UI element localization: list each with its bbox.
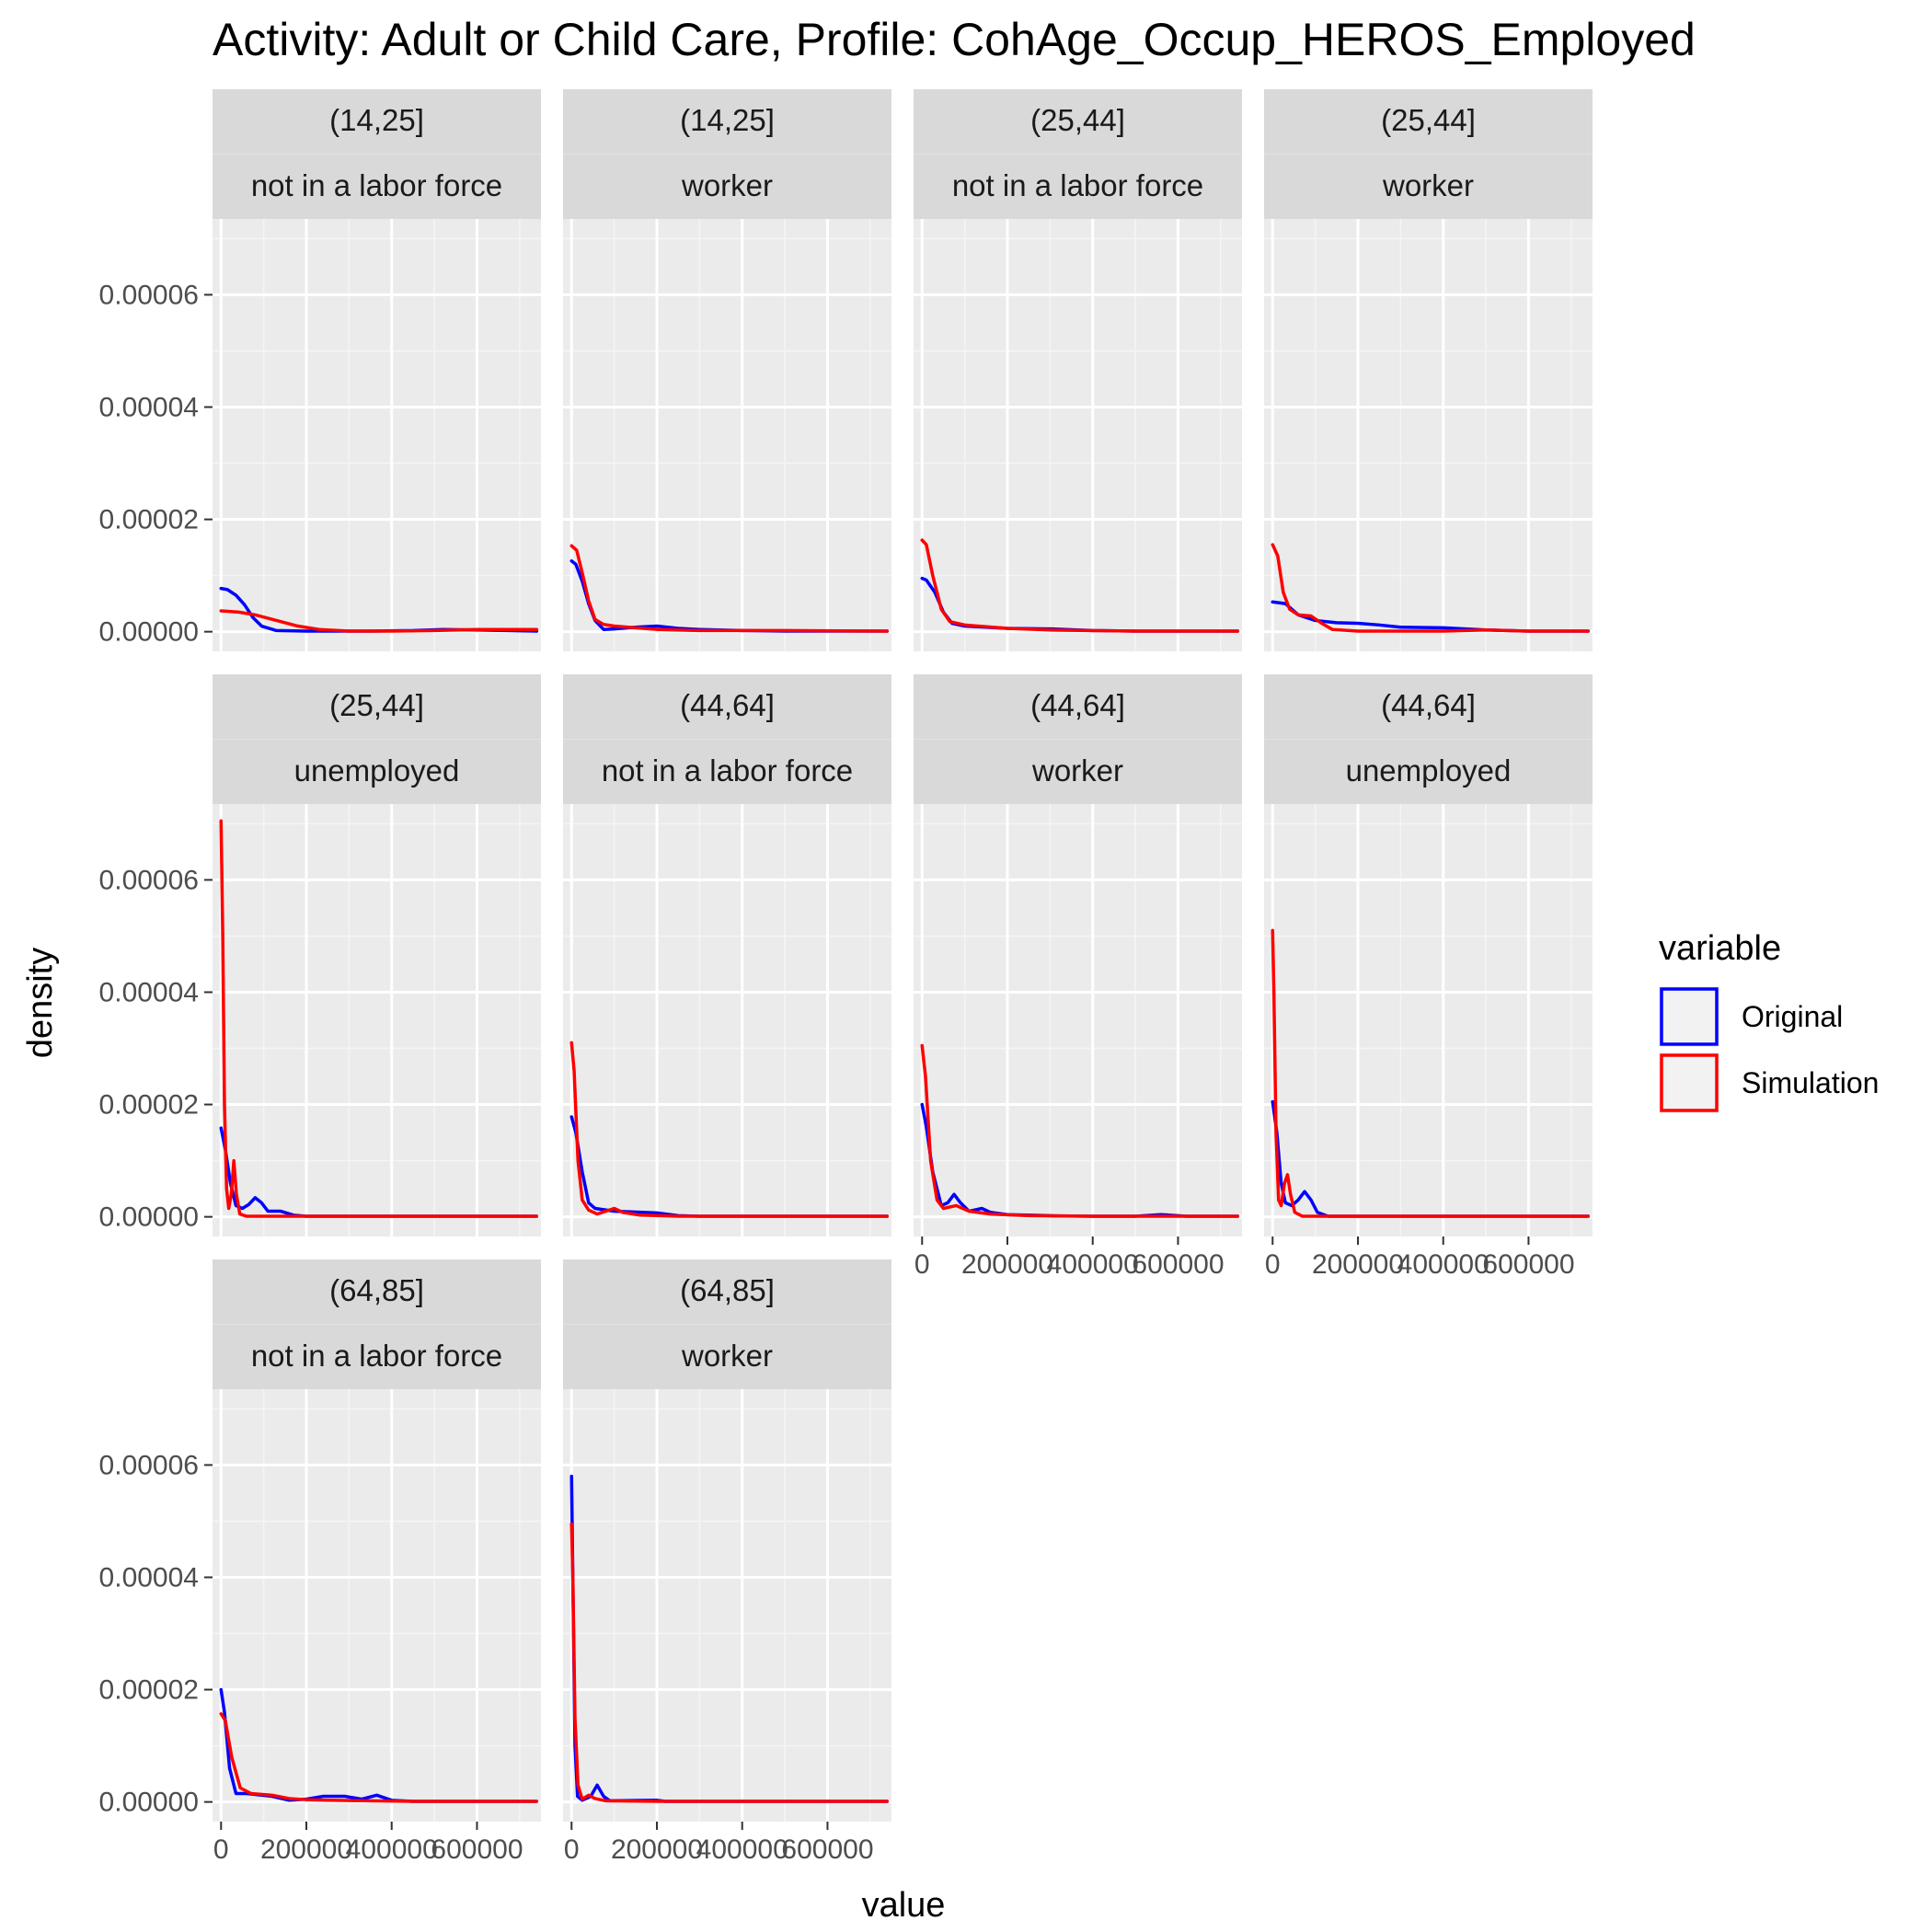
y-tick-label: 0.00004: [99, 1562, 199, 1593]
x-tick-label: 600000: [431, 1834, 523, 1865]
legend-key: [1659, 986, 1719, 1047]
facet-panel: (64,85] not in a labor force 0.00000 0.0000…: [99, 1259, 541, 1865]
x-tick-label: 200000: [1312, 1249, 1404, 1280]
strip-label: (64,85]: [329, 1273, 424, 1307]
strip-label: not in a labor force: [251, 168, 502, 202]
legend-entry: Original: [1659, 986, 1843, 1047]
y-tick-label: 0.00006: [99, 280, 199, 310]
legend-swatch: [1660, 987, 1719, 1046]
x-tick-label: 400000: [1397, 1249, 1489, 1280]
y-tick-label: 0.00000: [99, 1202, 199, 1233]
y-tick-label: 0.00000: [99, 1788, 199, 1818]
strip-label: worker: [1382, 168, 1474, 202]
strip-label: worker: [681, 168, 773, 202]
x-tick-label: 400000: [346, 1834, 438, 1865]
strip-label: not in a labor force: [952, 168, 1203, 202]
y-tick-label: 0.00000: [99, 617, 199, 648]
facet-panel: (25,44] unemployed 0.00000 0.00002 0.00004 0.…: [99, 674, 541, 1236]
y-axis-title: density: [21, 948, 60, 1058]
facet-panels: (14,25] not in a labor force 0.00000 0.0000…: [99, 89, 1593, 1865]
x-tick-label: 600000: [1482, 1249, 1574, 1280]
legend-label: Original: [1742, 1000, 1843, 1033]
y-tick-label: 0.00004: [99, 977, 199, 1007]
density-line-simulation: [219, 609, 539, 633]
strip-label: (44,64]: [1030, 688, 1125, 722]
strip-label: worker: [681, 1339, 773, 1373]
strip-label: not in a labor force: [602, 753, 853, 788]
strip-label: (14,25]: [680, 103, 775, 137]
panel-background: [213, 804, 541, 1236]
panel-background: [563, 804, 891, 1236]
strip-label: (64,85]: [680, 1273, 775, 1307]
strip-label: (25,44]: [329, 688, 424, 722]
panel-background: [1264, 219, 1593, 651]
density-line-original: [1271, 1099, 1591, 1218]
x-tick-label: 400000: [1047, 1249, 1139, 1280]
x-tick-label: 0: [213, 1834, 229, 1865]
y-tick-label: 0.00006: [99, 865, 199, 895]
density-line-simulation: [920, 1043, 1240, 1218]
y-tick-label: 0.00002: [99, 1090, 199, 1121]
x-tick-label: 600000: [1132, 1249, 1224, 1280]
y-tick-label: 0.00004: [99, 392, 199, 422]
strip-label: (14,25]: [329, 103, 424, 137]
strip-label: not in a labor force: [251, 1339, 502, 1373]
legend-title: variable: [1659, 929, 1781, 968]
legend: variable Original Simulation: [1659, 929, 1879, 1113]
legend-key: [1659, 1052, 1719, 1113]
x-tick-label: 200000: [611, 1834, 703, 1865]
x-tick-label: 0: [1265, 1249, 1281, 1280]
legend-entry: Simulation: [1659, 1052, 1879, 1113]
density-line-simulation: [219, 1712, 539, 1803]
x-tick-label: 400000: [696, 1834, 788, 1865]
panel-background: [563, 219, 891, 651]
density-line-simulation: [1271, 543, 1591, 633]
y-tick-label: 0.00002: [99, 1675, 199, 1706]
density-line-simulation: [569, 544, 890, 633]
strip-label: (44,64]: [680, 688, 775, 722]
chart-title: Activity: Adult or Child Care, Profile: …: [213, 14, 1696, 65]
density-line-simulation: [920, 538, 1240, 633]
x-tick-label: 200000: [260, 1834, 352, 1865]
facet-panel: (44,64] not in a labor force: [563, 674, 891, 1236]
x-tick-label: 600000: [781, 1834, 873, 1865]
strip-label: unemployed: [1346, 753, 1512, 788]
strip-label: (25,44]: [1030, 103, 1125, 137]
strip-label: (25,44]: [1381, 103, 1476, 137]
density-line-simulation: [1271, 928, 1591, 1218]
x-tick-label: 0: [914, 1249, 930, 1280]
y-tick-label: 0.00002: [99, 505, 199, 535]
panel-background: [213, 219, 541, 651]
density-line-simulation: [569, 1041, 890, 1218]
facet-panel: (14,25] not in a labor force 0.00000 0.0000…: [99, 89, 541, 651]
strip-label: unemployed: [294, 753, 460, 788]
facet-panel: (25,44] worker: [1264, 89, 1593, 651]
panel-background: [563, 1389, 891, 1822]
x-tick-label: 200000: [961, 1249, 1053, 1280]
legend-label: Simulation: [1742, 1066, 1879, 1099]
facet-panel: (14,25] worker: [563, 89, 891, 651]
density-line-simulation: [569, 1522, 890, 1803]
panel-background: [914, 219, 1242, 651]
x-tick-label: 0: [564, 1834, 580, 1865]
y-tick-label: 0.00006: [99, 1450, 199, 1480]
strip-label: (44,64]: [1381, 688, 1476, 722]
strip-label: worker: [1031, 753, 1123, 788]
legend-swatch: [1660, 1053, 1719, 1112]
panel-background: [1264, 804, 1593, 1236]
facet-panel: (25,44] not in a labor force: [914, 89, 1242, 651]
x-axis-title: value: [862, 1886, 946, 1925]
panel-background: [213, 1389, 541, 1822]
density-line-simulation: [219, 819, 539, 1218]
panel-background: [914, 804, 1242, 1236]
